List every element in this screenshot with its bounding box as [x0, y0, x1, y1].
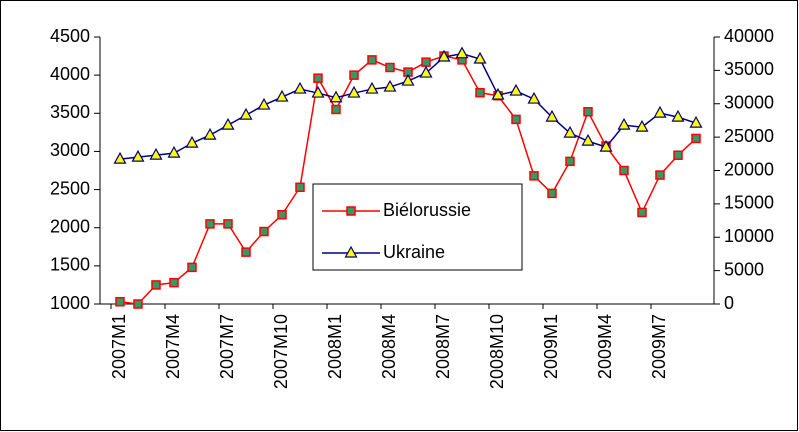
y2-tick-label: 0: [724, 293, 734, 313]
data-point: [349, 70, 359, 80]
data-point: [421, 57, 431, 67]
data-point: [509, 83, 523, 96]
data-point: [383, 79, 397, 92]
data-point: [167, 145, 181, 158]
data-point: [331, 104, 341, 115]
data-point: [149, 147, 163, 160]
data-point: [527, 91, 541, 104]
y-tick-label: 1000: [50, 293, 90, 313]
y2-tick-label: 20000: [724, 159, 774, 179]
x-tick-label: 2007M4: [163, 314, 183, 379]
data-point: [241, 247, 251, 257]
data-point: [367, 55, 377, 65]
data-point: [475, 87, 485, 98]
x-tick-label: 2008M4: [379, 314, 399, 379]
data-point: [637, 207, 647, 218]
data-point: [691, 133, 701, 144]
data-point: [275, 89, 289, 102]
y2-tick-label: 30000: [724, 93, 774, 113]
y2-tick-label: 10000: [724, 226, 774, 246]
data-point: [259, 226, 269, 237]
legend-marker: [346, 206, 356, 216]
data-point: [401, 73, 415, 86]
data-point: [239, 107, 253, 120]
y-tick-label: 4500: [50, 26, 90, 46]
data-point: [313, 73, 323, 83]
data-point: [295, 182, 305, 193]
legend-label: Biélorussie: [383, 200, 471, 220]
data-point: [617, 117, 631, 130]
y2-tick-label: 25000: [724, 126, 774, 146]
y-tick-label: 1500: [50, 255, 90, 275]
y2-tick-label: 15000: [724, 193, 774, 213]
data-point: [673, 150, 683, 160]
data-point: [187, 262, 197, 273]
data-point: [689, 115, 703, 128]
data-point: [185, 135, 199, 148]
y-tick-label: 3000: [50, 140, 90, 160]
data-point: [257, 97, 271, 110]
x-tick-label: 2009M4: [595, 314, 615, 379]
data-point: [365, 81, 379, 94]
x-tick-label: 2008M7: [433, 314, 453, 379]
data-point: [653, 105, 667, 118]
x-tick-label: 2008M10: [487, 314, 507, 389]
data-point: [347, 85, 361, 98]
data-point: [131, 149, 145, 162]
data-point: [277, 209, 287, 220]
x-tick-label: 2007M10: [271, 314, 291, 389]
legend-label: Ukraine: [383, 242, 445, 262]
data-point: [455, 46, 469, 59]
data-point: [581, 133, 595, 146]
data-point: [437, 49, 451, 62]
data-point: [599, 139, 613, 152]
x-tick-label: 2008M1: [325, 314, 345, 379]
x-tick-label: 2009M1: [541, 314, 561, 379]
data-point: [293, 81, 307, 94]
data-point: [385, 62, 395, 73]
data-point: [419, 65, 433, 78]
x-tick-label: 2007M7: [217, 314, 237, 379]
data-point: [329, 90, 343, 103]
x-tick-label: 2009M7: [649, 314, 669, 379]
y-tick-label: 4000: [50, 64, 90, 84]
data-point: [473, 51, 487, 64]
data-point: [565, 156, 575, 167]
data-point: [113, 151, 127, 164]
data-point: [205, 219, 215, 229]
data-point: [169, 277, 179, 288]
data-point: [221, 117, 235, 130]
y2-tick-label: 40000: [724, 26, 774, 46]
x-tick-label: 2007M1: [109, 314, 129, 379]
data-point: [203, 127, 217, 140]
data-point: [545, 109, 559, 122]
data-point: [655, 170, 665, 180]
data-point: [547, 188, 557, 199]
data-point: [511, 114, 521, 125]
data-point: [635, 119, 649, 132]
data-point: [583, 107, 593, 117]
y-tick-label: 2500: [50, 178, 90, 198]
y2-tick-label: 5000: [724, 259, 764, 279]
legend-marker: [344, 245, 358, 258]
y-tick-label: 3500: [50, 102, 90, 122]
data-point: [151, 280, 161, 290]
data-point: [563, 125, 577, 138]
data-point: [115, 296, 125, 307]
data-point: [619, 165, 629, 176]
data-point: [491, 87, 505, 100]
data-point: [311, 85, 325, 98]
data-point: [529, 171, 539, 181]
y-tick-label: 2000: [50, 216, 90, 236]
data-point: [133, 299, 143, 309]
data-point: [671, 109, 685, 122]
y2-tick-label: 35000: [724, 59, 774, 79]
data-point: [223, 219, 233, 229]
